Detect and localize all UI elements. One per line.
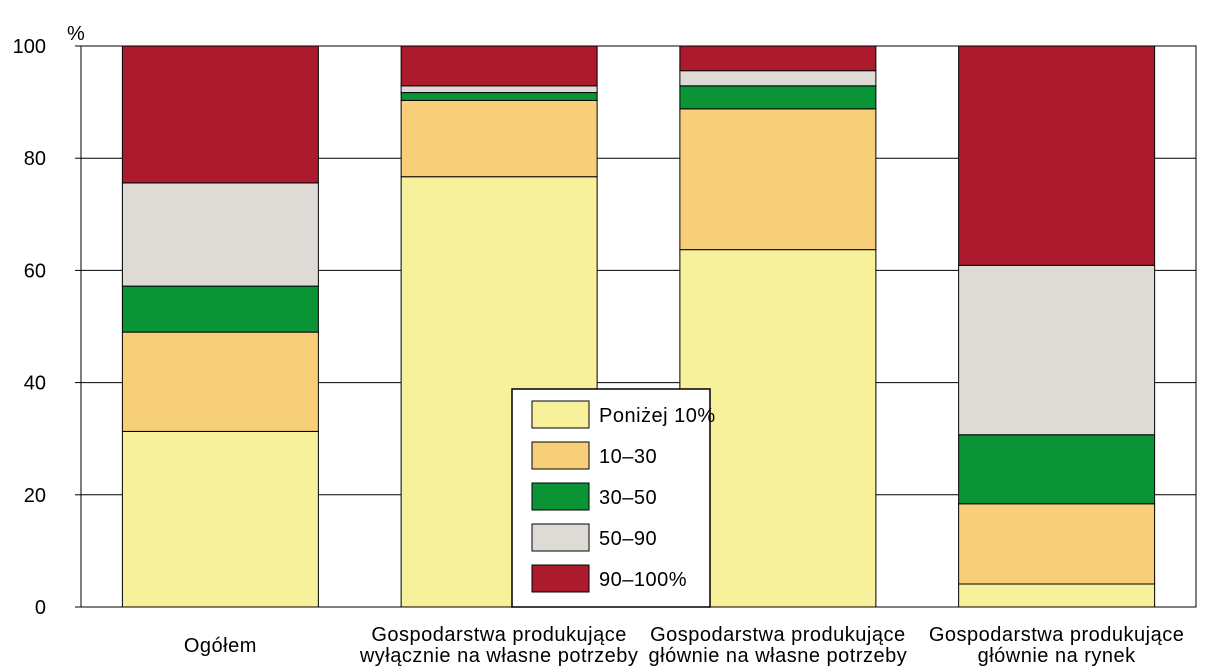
bar-segment <box>958 583 1156 608</box>
legend-swatch <box>531 400 590 429</box>
y-tick-label: 20 <box>24 485 46 507</box>
bar-stack <box>679 45 877 608</box>
bar-segment <box>958 45 1156 266</box>
bar-segment <box>121 331 319 432</box>
bar-segment <box>679 85 877 110</box>
x-category-label: Gospodarstwa produkujące <box>929 624 1184 646</box>
bar-stacks <box>121 45 1156 608</box>
y-tick-label: 0 <box>35 597 46 619</box>
legend-label: 90–100% <box>599 569 687 591</box>
y-tick-label: 100 <box>13 36 46 58</box>
x-category-label: głównie na własne potrzeby <box>649 645 908 667</box>
bar-segment <box>400 99 598 178</box>
legend: Poniżej 10% 10–30 30–50 50–90 90–100% <box>511 388 716 608</box>
bar-segment <box>400 45 598 87</box>
bar-stack <box>958 45 1156 608</box>
x-category-label: Gospodarstwa produkujące <box>650 624 905 646</box>
legend-label: 10–30 <box>599 446 657 468</box>
legend-item: 10–30 <box>531 441 657 470</box>
bar-segment <box>679 45 877 72</box>
legend-label: 50–90 <box>599 528 657 550</box>
bar-segment <box>958 264 1156 436</box>
x-category-label: wyłącznie na własne potrzeby <box>359 645 639 667</box>
legend-item: 50–90 <box>531 523 657 552</box>
bar-segment <box>121 285 319 333</box>
bar-segment <box>121 182 319 287</box>
bar-segment <box>679 249 877 608</box>
bar-segment <box>121 45 319 184</box>
bar-segment <box>958 434 1156 505</box>
legend-swatch <box>531 564 590 593</box>
legend-item: Poniżej 10% <box>531 400 716 429</box>
legend-item: 90–100% <box>531 564 687 593</box>
bar-segment <box>679 70 877 87</box>
y-tick-label: 80 <box>24 148 46 170</box>
legend-item: 30–50 <box>531 482 657 511</box>
legend-swatch <box>531 441 590 470</box>
legend-swatch <box>531 523 590 552</box>
bar-segment <box>400 92 598 101</box>
legend-label: Poniżej 10% <box>599 405 716 427</box>
y-tick-label: 60 <box>24 260 46 282</box>
x-axis: Ogółem Gospodarstwa produkującewyłącznie … <box>184 624 1184 667</box>
legend-swatch <box>531 482 590 511</box>
y-axis: 0 20 40 60 80 100% <box>13 23 85 619</box>
y-tick-label: 40 <box>24 373 46 395</box>
y-axis-title: % <box>67 23 85 45</box>
x-category-label: Ogółem <box>184 635 257 657</box>
x-category-label: Gospodarstwa produkujące <box>371 624 626 646</box>
x-category-label: głównie na rynek <box>978 645 1137 667</box>
bar-segment <box>121 430 319 608</box>
bar-stack <box>121 45 319 608</box>
legend-label: 30–50 <box>599 487 657 509</box>
bar-segment <box>958 503 1156 585</box>
bar-segment <box>679 108 877 251</box>
bar-segment <box>400 85 598 94</box>
